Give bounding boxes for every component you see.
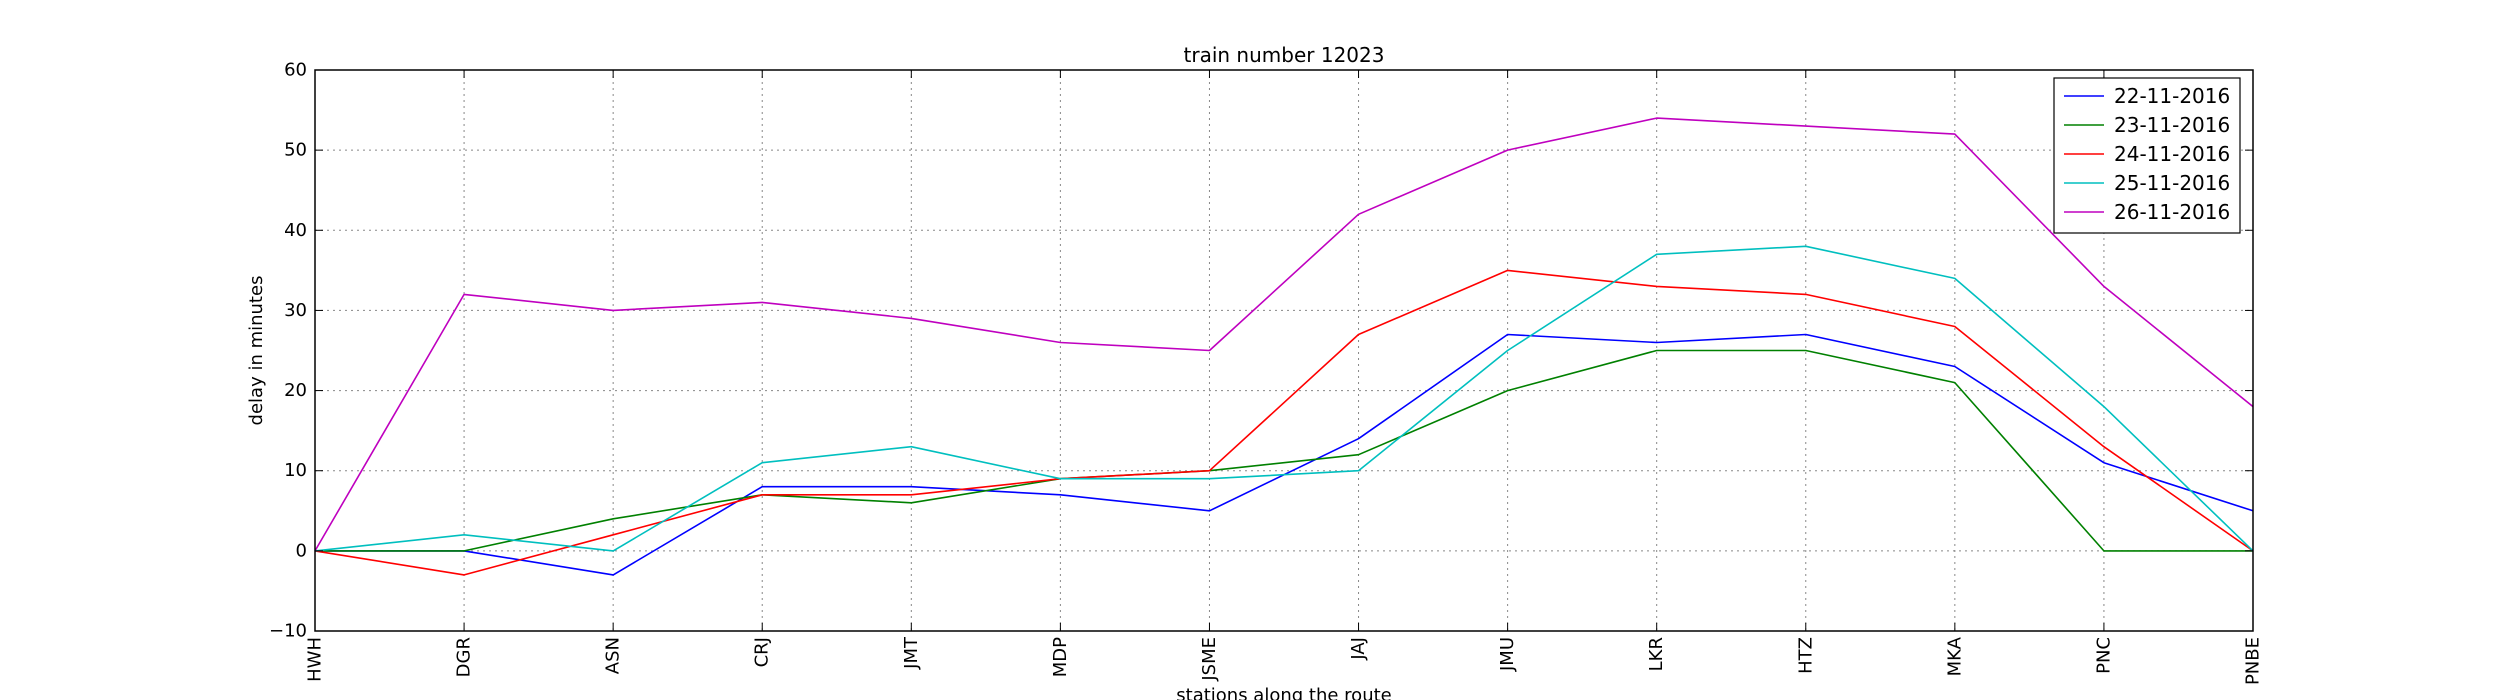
- series-line: [314, 245, 2254, 552]
- y-tick-label: 30: [284, 300, 307, 321]
- x-tick-label: CRJ: [752, 637, 773, 667]
- x-tick-label: ASN: [603, 637, 624, 674]
- y-axis-label: delay in minutes: [246, 276, 267, 426]
- x-tick-label: DGR: [454, 637, 475, 677]
- series-lines: [314, 117, 2254, 576]
- x-tick-label: MKA: [1944, 636, 1965, 676]
- y-tick-label: 10: [284, 460, 307, 481]
- x-tick-label: LKR: [1646, 637, 1667, 671]
- y-tick-label: 0: [296, 540, 307, 561]
- x-tick-label: PNC: [2093, 637, 2114, 674]
- x-tick-label: JMT: [901, 636, 922, 670]
- x-tick-label: HWH: [305, 637, 326, 682]
- series-line: [315, 349, 2253, 552]
- y-tick-label: −10: [269, 621, 307, 642]
- x-tick-label: JSME: [1199, 637, 1220, 682]
- y-tick-label: 50: [284, 140, 307, 161]
- legend-label: 26-11-2016: [2114, 200, 2230, 224]
- chart-title: train number 12023: [1184, 43, 1385, 67]
- x-tick-label: HTZ: [1795, 637, 1816, 674]
- series-line: [314, 269, 2254, 576]
- series-line: [314, 117, 2254, 552]
- grid: [314, 69, 2254, 632]
- legend-box: [2053, 77, 2241, 234]
- x-tick-label: JAJ: [1348, 637, 1369, 661]
- legend: 22-11-2016 23-11-2016 24-11-2016 25-11-2016…: [2053, 77, 2241, 234]
- legend-label: 25-11-2016: [2114, 171, 2230, 195]
- axis-ticks: HWH DGR ASN CRJ JMT MDP JSME JAJ JMU LKR HTZ MKA PNC…: [269, 60, 2264, 686]
- legend-label: 24-11-2016: [2114, 142, 2230, 166]
- legend-label: 23-11-2016: [2114, 113, 2230, 137]
- y-tick-label: 40: [284, 220, 307, 241]
- y-tick-label: 60: [284, 60, 307, 81]
- x-tick-label: MDP: [1050, 637, 1071, 677]
- y-tick-label: 20: [284, 380, 307, 401]
- plot-frame: [314, 69, 2254, 632]
- x-axis-label: stations along the route: [1176, 685, 1391, 700]
- x-tick-label: PNBE: [2243, 637, 2264, 685]
- legend-label: 22-11-2016: [2114, 84, 2230, 108]
- series-line: [315, 333, 2254, 576]
- x-tick-label: JMU: [1497, 637, 1518, 672]
